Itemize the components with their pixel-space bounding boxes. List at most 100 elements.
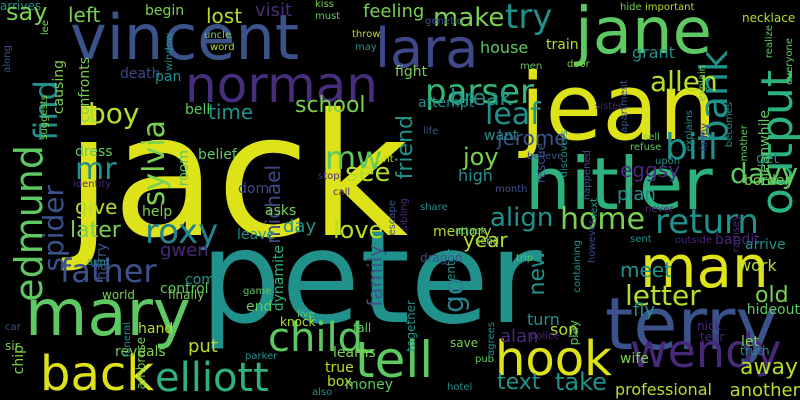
word-door: door — [567, 59, 590, 70]
word-however: however — [587, 220, 598, 263]
word-wife: wife — [620, 351, 649, 367]
word-throw: throw — [352, 29, 381, 40]
word-plan: plan — [617, 184, 656, 205]
word-break: break — [450, 86, 513, 111]
word-may: may — [355, 42, 377, 53]
word-hitler: hitler — [525, 142, 713, 226]
word-must: must — [315, 11, 341, 22]
word-text: text — [497, 370, 541, 395]
word-day: day — [283, 216, 317, 237]
word-bell: bell — [185, 102, 211, 118]
word-genetic: genetic — [425, 16, 463, 27]
word-man: man — [640, 233, 769, 301]
word-knock: knock — [280, 315, 316, 329]
word-sibling: sibling — [399, 198, 410, 231]
word-grant: grant — [632, 43, 675, 62]
word-save: save — [450, 336, 479, 350]
word-hand: hand — [138, 321, 174, 337]
word-jack: jack — [65, 78, 409, 276]
word-realize: realize — [764, 25, 775, 59]
word-world: world — [102, 288, 136, 302]
word-try: try — [505, 0, 553, 37]
word-leave: leave — [237, 227, 275, 243]
word-play: play — [567, 320, 581, 346]
word-important: important — [645, 2, 695, 13]
word-davy: davy — [730, 157, 799, 190]
word-hook: hook — [495, 331, 612, 387]
word-say: say — [6, 0, 48, 26]
word-meet: meet — [620, 258, 672, 282]
word-never: never — [645, 204, 674, 215]
word-also: also — [312, 387, 333, 398]
word-peter: peter — [200, 204, 542, 353]
word-give: give — [75, 195, 118, 219]
word-along: along — [2, 45, 13, 73]
word-causing: causing — [51, 60, 67, 115]
word-letter: letter — [625, 279, 701, 312]
word-funeral: funeral — [122, 322, 133, 358]
word-pan: pan — [155, 69, 182, 85]
word-visit: visit — [255, 0, 293, 21]
word-tell: tell — [355, 331, 434, 389]
word-room: room — [176, 150, 192, 187]
word-share: share — [420, 202, 448, 213]
word-arrives: arrives — [0, 0, 42, 13]
word-box: box — [327, 374, 353, 390]
word-year: year — [463, 228, 508, 252]
word-together: together — [404, 300, 418, 352]
word-return: return — [655, 202, 759, 242]
word-ramsey: ramsey — [731, 215, 742, 253]
word-take: take — [555, 368, 607, 396]
word-identity: identity — [73, 179, 112, 190]
word-night: night — [368, 154, 394, 165]
word-elliott: elliott — [155, 355, 269, 400]
word-fight: fight — [395, 64, 428, 80]
word-confronts: confronts — [77, 57, 93, 123]
word-hotel: hotel — [447, 382, 473, 393]
word-lara: lara — [375, 17, 479, 80]
word-ambrose: ambrose — [134, 337, 148, 390]
word-come: come — [185, 272, 224, 288]
word-believe: believe — [527, 151, 564, 162]
word-dragon: dragon — [420, 251, 463, 265]
word-hideout: hideout — [746, 302, 800, 318]
word-reveals: reveals — [115, 344, 166, 360]
word-jean: jean — [520, 54, 717, 161]
word-fanny: fanny — [699, 123, 710, 152]
word-live: live — [297, 309, 315, 320]
word-later: later — [70, 218, 121, 243]
word-want: want — [484, 128, 519, 144]
word-time: time — [208, 100, 254, 124]
word-agrees: agrees — [486, 322, 497, 356]
word-word: word — [210, 42, 235, 53]
word-wendy: wendy — [630, 324, 782, 378]
word-death: death — [120, 66, 161, 82]
word-roxy: roxy — [145, 212, 219, 252]
word-call: call — [333, 187, 351, 198]
word-leaf: leaf — [485, 97, 541, 132]
word-parker: parker — [245, 351, 278, 362]
word-away: away — [740, 355, 798, 380]
word-happened: happened — [582, 150, 593, 201]
word-put: put — [188, 336, 218, 357]
word-turn: turn — [527, 310, 560, 329]
word-mother: mother — [739, 125, 750, 162]
word-discovers: discovers — [559, 130, 570, 178]
word-kiss: kiss — [315, 0, 334, 10]
word-jane: jane — [575, 0, 712, 69]
word-explains: explains — [684, 110, 695, 152]
word-refuse: refuse — [630, 142, 662, 153]
word-another: another — [729, 380, 800, 400]
word-sell: sell — [643, 132, 660, 143]
word-apartment: apartment — [619, 80, 630, 133]
word-learns: learns — [333, 345, 376, 361]
word-let: let — [741, 334, 759, 350]
word-finally: finally — [168, 288, 205, 302]
word-jerome: jerome — [497, 126, 567, 150]
word-suggests: suggests — [39, 95, 50, 140]
word-dynamite: dynamite — [271, 245, 287, 312]
word-back: back — [40, 346, 155, 400]
word-old: old — [755, 283, 789, 308]
word-trip: trip — [516, 253, 534, 264]
word-explain: explain — [697, 65, 708, 102]
